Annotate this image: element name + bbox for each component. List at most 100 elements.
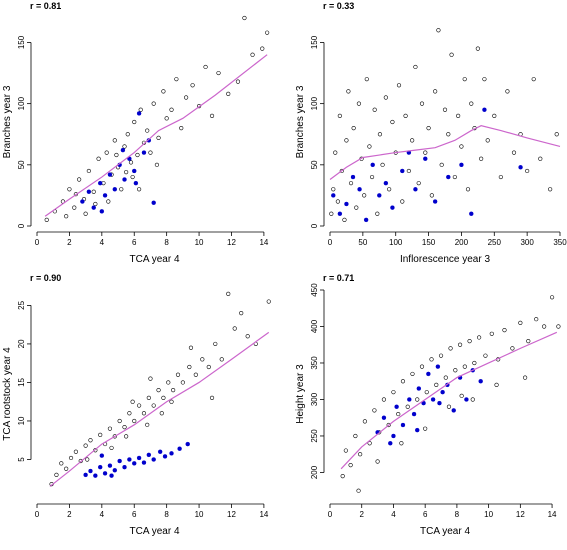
- data-point: [216, 70, 221, 76]
- data-point: [387, 187, 392, 192]
- data-point: [72, 205, 77, 210]
- highlight-point: [430, 397, 436, 402]
- y-tick-label: 10: [17, 416, 26, 425]
- data-point: [159, 411, 164, 416]
- data-point: [396, 411, 401, 417]
- highlight-point: [394, 404, 399, 409]
- data-point: [475, 46, 480, 51]
- highlight-point: [157, 449, 163, 454]
- data-point: [148, 150, 153, 155]
- data-point: [554, 132, 559, 137]
- data-point: [235, 79, 241, 84]
- data-point: [383, 95, 388, 100]
- data-point: [538, 156, 543, 161]
- highlight-point: [381, 415, 387, 420]
- highlight-point: [86, 189, 92, 194]
- scatter-panel-4: r = 0.71 0 2 4 6 8 10 12 14 200 250 300 350 400 450 TCA…: [295, 273, 561, 537]
- x-tick-label: 10: [195, 510, 204, 519]
- data-point: [472, 360, 477, 366]
- data-point: [511, 150, 517, 155]
- highlight-point: [141, 460, 147, 465]
- x-tick-label: 0: [35, 238, 40, 247]
- x-axis-label: TCA year 4: [129, 526, 179, 537]
- data-point: [492, 113, 497, 118]
- data-point: [213, 341, 218, 347]
- highlight-point: [127, 457, 132, 462]
- x-tick-label: 12: [227, 238, 236, 247]
- data-point: [465, 187, 471, 192]
- y-tick-label: 100: [17, 96, 26, 110]
- highlight-point: [122, 177, 127, 182]
- highlight-point: [416, 386, 422, 391]
- data-point: [83, 211, 88, 216]
- data-point: [415, 397, 420, 402]
- y-tick-label: 150: [17, 35, 26, 49]
- data-point: [346, 89, 351, 94]
- data-point: [73, 449, 78, 454]
- data-point: [549, 295, 555, 300]
- data-point: [531, 77, 536, 82]
- trend-line: [49, 331, 270, 487]
- data-point: [400, 199, 405, 204]
- data-point: [122, 144, 127, 149]
- highlight-point: [451, 408, 456, 413]
- data-point: [424, 390, 429, 395]
- data-point: [457, 342, 463, 347]
- data-point: [184, 95, 189, 100]
- data-point: [130, 174, 135, 180]
- data-point: [416, 181, 421, 186]
- highlight-point: [136, 111, 142, 116]
- data-point: [335, 199, 340, 204]
- data-point: [342, 217, 347, 222]
- x-tick-label: 250: [488, 238, 502, 247]
- highlight-point: [133, 180, 139, 186]
- x-tick-label: 4: [100, 510, 105, 519]
- data-point: [77, 177, 82, 182]
- highlight-point: [146, 452, 152, 458]
- data-point: [64, 466, 69, 471]
- data-point: [479, 156, 484, 161]
- data-point: [44, 217, 49, 222]
- highlight-point: [109, 473, 114, 478]
- data-point: [354, 205, 359, 210]
- data-point: [356, 488, 361, 493]
- data-point: [127, 411, 132, 416]
- data-point: [130, 399, 135, 404]
- data-point: [523, 375, 528, 380]
- data-point: [375, 211, 380, 216]
- data-point: [467, 338, 472, 344]
- x-axis-label: TCA year 4: [129, 254, 179, 265]
- data-point: [348, 181, 354, 186]
- y-tick-label: 100: [310, 96, 319, 110]
- data-point: [367, 144, 372, 149]
- x-tick-label: 14: [259, 238, 268, 247]
- data-point: [419, 101, 425, 106]
- data-point: [403, 113, 408, 118]
- highlight-point: [177, 446, 182, 451]
- data-point: [200, 357, 205, 362]
- highlight-point: [141, 150, 147, 155]
- correlation-label: r = 0.81: [30, 1, 61, 11]
- data-point: [209, 395, 215, 400]
- data-point: [107, 426, 113, 431]
- y-tick-label: 25: [17, 300, 26, 309]
- x-tick-label: 8: [164, 238, 169, 247]
- data-point: [518, 320, 523, 325]
- data-point: [413, 64, 418, 70]
- data-point: [367, 441, 372, 446]
- highlight-point: [151, 457, 156, 462]
- data-point: [146, 395, 151, 400]
- data-point: [265, 30, 270, 35]
- highlight-point: [99, 453, 105, 458]
- highlight-point: [469, 211, 474, 216]
- data-point: [138, 107, 143, 112]
- highlight-point: [464, 397, 469, 402]
- highlight-point: [107, 463, 113, 468]
- data-point: [122, 425, 127, 430]
- data-point: [542, 324, 547, 329]
- data-point: [356, 101, 362, 106]
- data-point: [174, 77, 179, 82]
- highlight-point: [432, 199, 438, 204]
- data-point: [245, 334, 250, 339]
